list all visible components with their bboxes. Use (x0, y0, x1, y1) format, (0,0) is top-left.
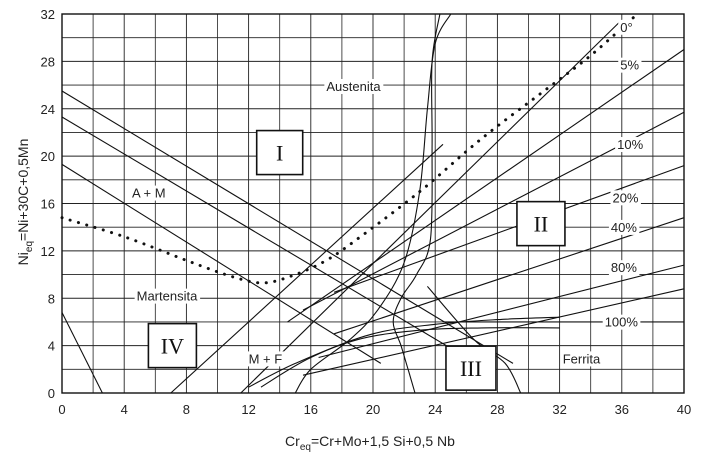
x-tick-label: 12 (241, 402, 255, 417)
ferrite-label-bg (610, 190, 641, 206)
region-labels: Austenita A + M Martensita M + F Ferrita 0° 5%… (129, 19, 646, 367)
y-tick-label: 12 (41, 244, 55, 259)
x-tick-label: 28 (490, 402, 504, 417)
phase-boundary-curve (248, 327, 560, 388)
roman-label: I (276, 141, 283, 166)
y-tick-label: 0 (48, 386, 55, 401)
y-axis-title-rest: =Ni+30C+0,5Mn (15, 139, 31, 241)
roman-label: III (460, 356, 482, 381)
y-tick-label: 20 (41, 149, 55, 164)
boundary-line (61, 90, 514, 364)
roman-label: IV (161, 334, 184, 359)
x-tick-label: 0 (58, 402, 65, 417)
ferrite-percent-label: 10% (617, 137, 643, 152)
ferrite-label-bg (602, 314, 641, 330)
region-label-bg (324, 78, 384, 94)
roman-label: II (534, 212, 549, 237)
x-tick-label: 16 (304, 402, 318, 417)
ferrite-iso-line (318, 264, 685, 359)
ferrite-label-bg (608, 260, 640, 276)
ferrite-iso-line (333, 165, 685, 293)
y-tick-label: 16 (41, 197, 55, 212)
region-label: M + F (249, 351, 283, 366)
ferrite-label-bg (608, 219, 640, 235)
y-tick-label: 4 (48, 339, 55, 354)
phase-boundary-curve (392, 13, 441, 394)
plot-frame (61, 13, 685, 394)
ferrite-percent-label: 20% (612, 190, 638, 205)
ferrite-percent-label: 100% (605, 315, 639, 330)
roman-label-box (255, 129, 304, 176)
boundary-line (61, 312, 103, 394)
region-label-bg (134, 288, 201, 304)
region-label-bg (560, 351, 604, 367)
roman-label-box (445, 345, 497, 391)
x-tick-label: 4 (121, 402, 128, 417)
y-tick-label: 28 (41, 54, 55, 69)
x-axis-title: Creq=Cr+Mo+1,5 Si+0,5 Nb (285, 433, 455, 453)
y-axis-title: Nieq=Ni+30C+0,5Mn (15, 139, 35, 266)
y-tick-label: 24 (41, 102, 55, 117)
y-axis-title-main: Ni (15, 252, 31, 265)
x-tick-label: 36 (615, 402, 629, 417)
plot-border (61, 13, 685, 394)
ferrite-label-bg (618, 57, 642, 73)
ferrite-iso-line (333, 217, 685, 335)
region-label-bg (246, 351, 285, 367)
x-axis-title-rest: =Cr+Mo+1,5 Si+0,5 Nb (311, 433, 455, 449)
x-tick-label: 32 (552, 402, 566, 417)
tick-labels: 0 4 8 12 16 20 24 28 32 36 40 0 4 8 12 16 20 24 28 32 (41, 7, 692, 417)
ferrite-iso-line (302, 288, 685, 376)
x-tick-label: 8 (183, 402, 190, 417)
ferrite-label-bg (615, 137, 646, 153)
region-label-bg (129, 185, 168, 201)
roman-label-box (147, 322, 198, 369)
x-tick-label: 24 (428, 402, 442, 417)
x-axis-title-main: Cr (285, 433, 300, 449)
ferrite-percent-label: 40% (611, 220, 637, 235)
boundary-line (61, 163, 382, 364)
roman-label-box (516, 200, 566, 247)
y-axis-title-sub: eq (24, 241, 35, 252)
ferrite-percent-label: 5% (620, 58, 639, 73)
y-tick-label: 32 (41, 7, 55, 22)
ferrite-percent-label: 0° (620, 20, 632, 35)
phase-boundary-curve (260, 316, 560, 388)
boundary-lines (60, 12, 685, 394)
boundary-line (61, 116, 467, 358)
x-tick-label: 40 (677, 402, 691, 417)
x-tick-label: 20 (366, 402, 380, 417)
ferrite-label-bg (618, 19, 635, 35)
y-tick-label: 8 (48, 291, 55, 306)
x-axis-title-sub: eq (300, 442, 311, 453)
region-label: A + M (132, 186, 166, 201)
ferrite-iso-line (240, 19, 623, 394)
region-label: Martensita (137, 289, 198, 304)
region-label: Austenita (326, 79, 381, 94)
region-label: Ferrita (563, 351, 601, 366)
ferrite-iso-line (287, 49, 685, 323)
ferrite-percent-label: 80% (611, 260, 637, 275)
